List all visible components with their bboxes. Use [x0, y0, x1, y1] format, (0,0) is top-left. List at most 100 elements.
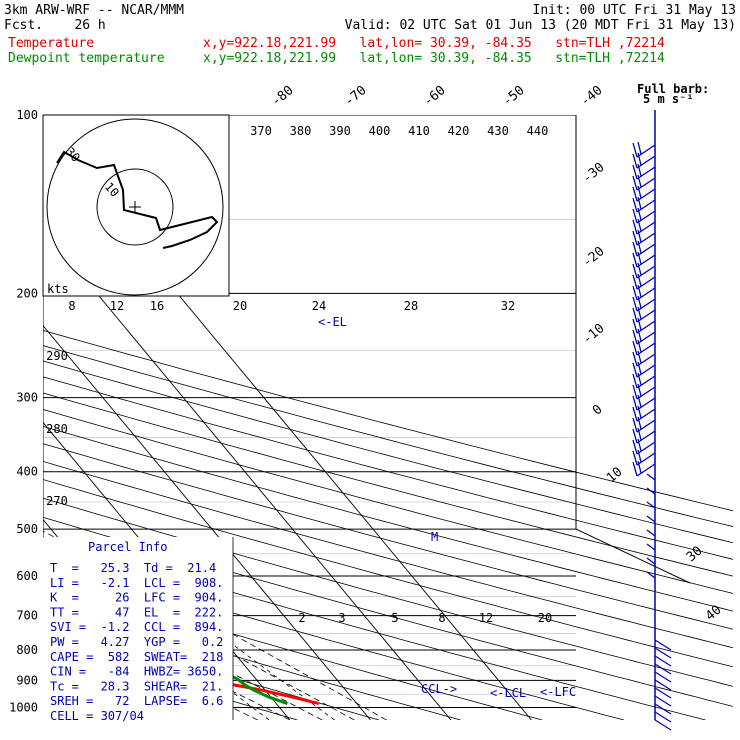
- wind-barb: [632, 461, 638, 477]
- dry-adiabat-line: [43, 460, 733, 649]
- wind-barb: [632, 406, 638, 422]
- theta-top-label: 390: [329, 124, 351, 138]
- wind-barb: [636, 309, 656, 323]
- parcel-level-annotation: <-LFC: [540, 685, 576, 699]
- wind-barb: [636, 265, 656, 279]
- wind-barb: [636, 463, 656, 477]
- wind-barb: [637, 350, 642, 364]
- wind-barb: [637, 449, 642, 463]
- wind-barb: [637, 339, 642, 353]
- valid-time: Valid: 02 UTC Sat 01 Jun 13 (20 MDT Fri …: [344, 18, 736, 33]
- theta-top-label: 370: [250, 124, 272, 138]
- wind-barb: [637, 317, 642, 331]
- wind-barb: [636, 155, 656, 169]
- wind-barb: [636, 243, 656, 257]
- wind-barb: [654, 671, 672, 683]
- theta-top-label: 380: [290, 124, 312, 138]
- wind-barb: [637, 405, 642, 419]
- isotherm-label: 40: [703, 603, 725, 625]
- isotherm-label: -10: [580, 321, 608, 348]
- dry-adiabat-line: [43, 329, 733, 512]
- theta-top-label: 420: [448, 124, 470, 138]
- wind-barb: [637, 229, 642, 243]
- wind-barb: [636, 342, 656, 356]
- wind-barb: [646, 529, 656, 537]
- parcel-info-row: PW = 4.27 YGP = 0.2: [50, 635, 223, 649]
- dry-adiabat-line: [43, 425, 733, 612]
- dry-adiabat-line: [43, 497, 733, 687]
- parcel-level-annotation: M: [431, 530, 438, 544]
- parcel-info-box: [43, 537, 233, 720]
- mixing-ratio-label: 20: [538, 611, 552, 625]
- wind-barb: [632, 175, 638, 191]
- wind-barb: [636, 408, 656, 422]
- wind-barb: [632, 142, 638, 158]
- wind-barb: [632, 329, 638, 345]
- wind-barb: [636, 232, 656, 246]
- wind-barb: [646, 571, 656, 579]
- wind-barb: [632, 197, 638, 213]
- wind-barb: [654, 711, 672, 723]
- wind-barb: [637, 295, 642, 309]
- wind-barb: [636, 452, 656, 466]
- theta-label: 290: [46, 349, 68, 363]
- hodograph-ring: [96, 168, 174, 246]
- wind-barb: [637, 262, 642, 276]
- speed-scale-label: 12: [110, 299, 124, 313]
- wind-barb: [636, 166, 656, 180]
- parcel-info-row: K = 26 LFC = 904.: [50, 591, 223, 605]
- parcel-info-row: SVI = -1.2 CCL = 894.: [50, 620, 223, 634]
- pressure-tick-label: 700: [16, 609, 38, 623]
- wind-barb: [632, 208, 638, 224]
- wind-barb: [636, 320, 656, 334]
- mixing-ratio-label: 2: [298, 611, 305, 625]
- wind-barb: [632, 439, 638, 455]
- wind-scale-label: Full barb:: [637, 82, 709, 96]
- parcel-info-row: CAPE = 582 SWEAT= 218: [50, 650, 223, 664]
- wind-barb: [636, 364, 656, 378]
- parcel-info-row: SREH = 72 LAPSE= 6.6: [50, 694, 223, 708]
- wind-barb: [636, 298, 656, 312]
- speed-scale-label: 24: [312, 299, 326, 313]
- wind-barb: [654, 647, 672, 659]
- forecast-hour: Fcst. 26 h: [4, 18, 106, 33]
- wind-barb: [636, 287, 656, 301]
- dry-adiabat-line: [43, 479, 733, 668]
- wind-barb: [637, 207, 642, 221]
- isotherm-label: -70: [342, 83, 370, 110]
- wind-barb: [654, 679, 672, 691]
- mixing-ratio-label: 12: [479, 611, 493, 625]
- dry-adiabat-line: [43, 392, 733, 577]
- temperature-legend-label: Temperature: [8, 36, 95, 51]
- wind-barb: [632, 153, 638, 169]
- speed-scale-label: 32: [501, 299, 515, 313]
- theta-top-label: 400: [369, 124, 391, 138]
- dry-adiabat-line: [43, 577, 543, 720]
- wind-barb: [654, 639, 672, 651]
- speed-scale-label: 8: [68, 299, 75, 313]
- wind-barb: [636, 276, 656, 290]
- parcel-info-row: CIN = -84 HWBZ= 3650.: [50, 665, 223, 679]
- wind-barb: [632, 384, 638, 400]
- pressure-tick-label: 400: [16, 465, 38, 479]
- speed-scale-label: 28: [404, 299, 418, 313]
- parcel-level-annotation: <-LCL: [490, 686, 526, 700]
- mixing-ratio-label: 5: [391, 611, 398, 625]
- isotherm-label: 0: [590, 402, 606, 419]
- wind-barb: [646, 543, 656, 551]
- wind-barb: [636, 221, 656, 235]
- isotherm-label: -30: [580, 160, 608, 187]
- wind-barb: [636, 419, 656, 433]
- wind-barb: [636, 397, 656, 411]
- wind-barb: [637, 163, 642, 177]
- wind-barb: [637, 251, 642, 265]
- wind-barb: [637, 152, 642, 166]
- hodograph-unit-label: kts: [47, 282, 69, 296]
- wind-barb: [637, 383, 642, 397]
- parcel-info-row: LI = -2.1 LCL = 908.: [50, 576, 223, 590]
- wind-barb: [637, 438, 642, 452]
- isotherm-line: [43, 712, 49, 720]
- wind-barb: [636, 353, 656, 367]
- isotherm-line: [43, 324, 371, 720]
- wind-barb: [636, 375, 656, 389]
